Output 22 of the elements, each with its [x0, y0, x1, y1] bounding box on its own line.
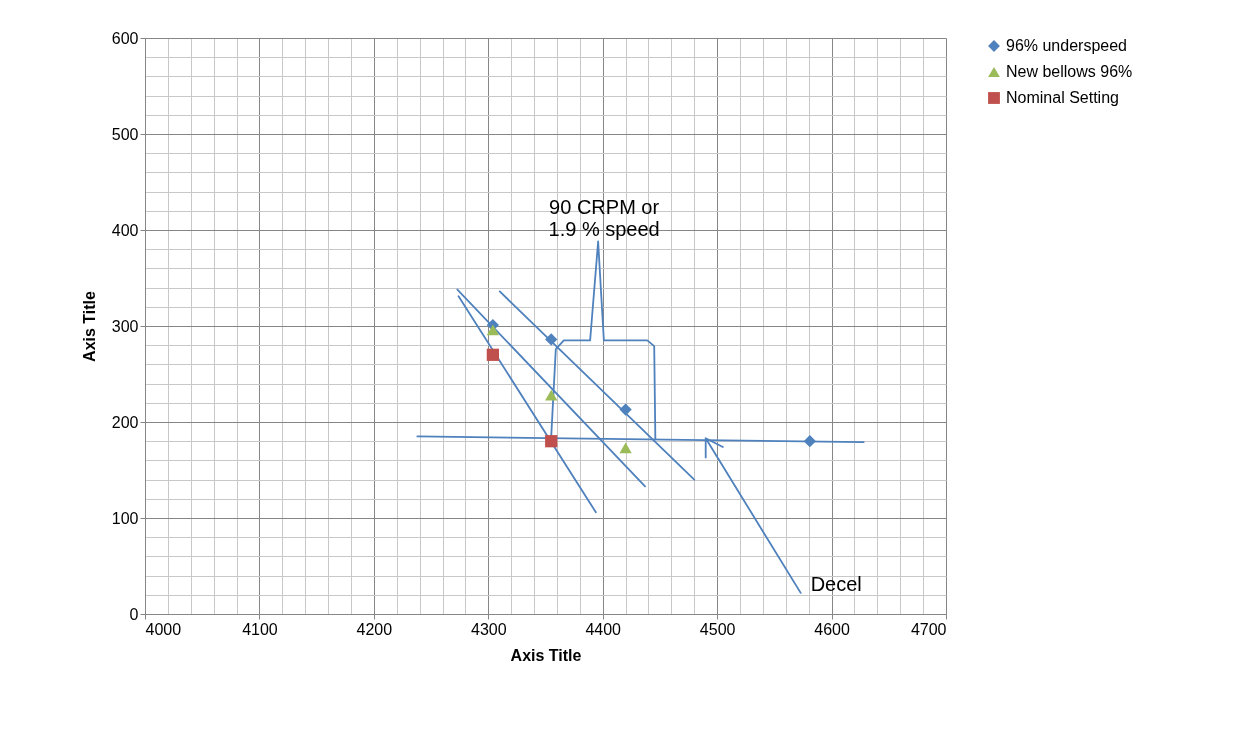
- x-tick-label: 4600: [814, 620, 850, 638]
- x-tick-label: 4400: [585, 620, 622, 638]
- x-tick-label: 4500: [699, 620, 736, 638]
- y-tick-label: 500: [111, 125, 139, 143]
- x-tick-label: 4000: [145, 620, 182, 638]
- x-tick-label: 4700: [910, 620, 947, 638]
- y-tick-label: 200: [111, 413, 139, 431]
- legend-label: New bellows 96%: [1006, 63, 1133, 80]
- y-tick-label: 0: [129, 605, 139, 623]
- y-tick-label: 100: [111, 509, 139, 527]
- x-tick-label: 4200: [356, 620, 393, 638]
- y-tick-label: 600: [111, 29, 139, 47]
- y-axis-title: Axis Title: [80, 290, 98, 362]
- legend-label: 96% underspeed: [1006, 37, 1127, 54]
- annotation: 90 CRPM or 1.9 % speed: [548, 195, 660, 240]
- annotation: Decel: [810, 572, 862, 595]
- y-tick-label: 300: [111, 317, 139, 335]
- y-tick-label: 400: [111, 221, 139, 239]
- legend-label: Nominal Setting: [1006, 89, 1119, 106]
- x-axis-title: Axis Title: [510, 646, 582, 664]
- x-tick-label: 4100: [242, 620, 278, 638]
- x-tick-label: 4300: [470, 620, 507, 638]
